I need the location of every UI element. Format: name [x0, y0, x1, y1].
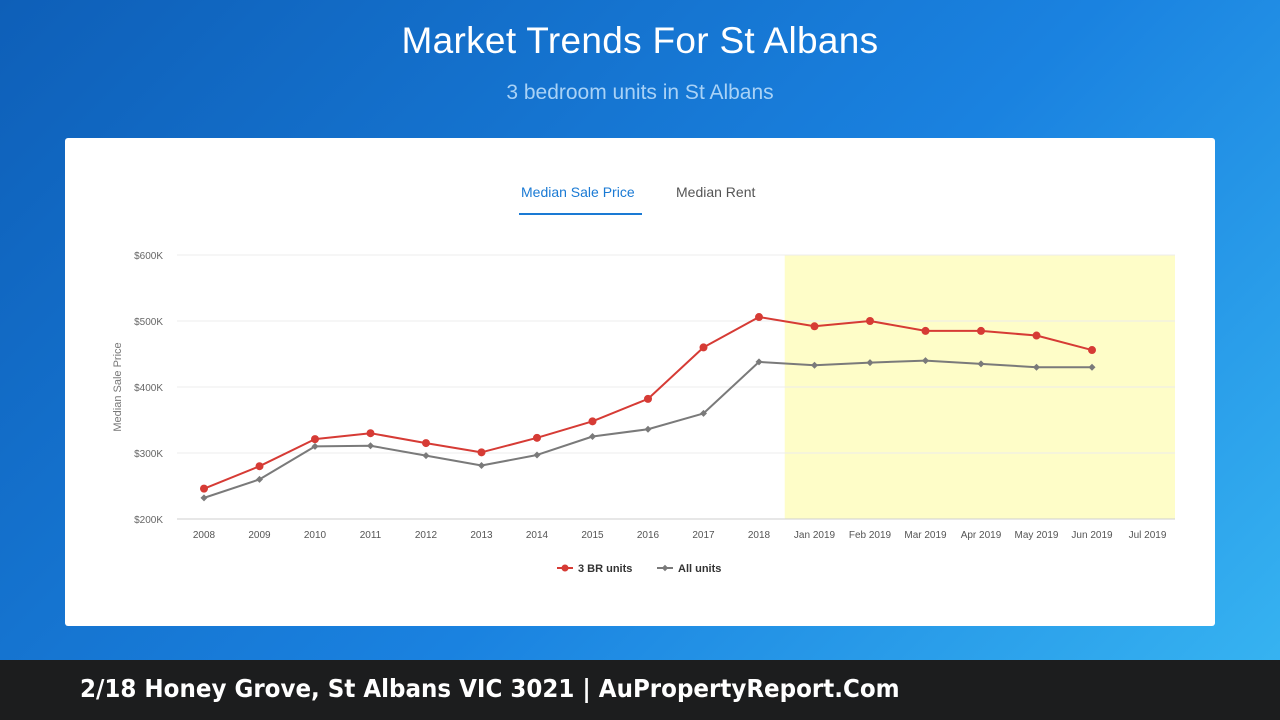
data-point — [588, 417, 597, 426]
y-axis-label: Median Sale Price — [112, 342, 124, 431]
y-tick-label: $500K — [134, 317, 163, 328]
data-point — [922, 357, 929, 365]
legend-marker — [561, 564, 569, 572]
data-point — [1088, 346, 1096, 355]
data-point — [200, 484, 208, 493]
x-tick-label: 2016 — [637, 530, 660, 541]
x-tick-label: 2009 — [248, 530, 271, 541]
x-tick-label: 2012 — [415, 530, 438, 541]
data-point — [311, 442, 319, 450]
data-point — [921, 326, 930, 335]
x-tick-label: 2011 — [360, 530, 382, 541]
legend-label: 3 BR units — [578, 563, 632, 575]
x-tick-label: 2015 — [581, 530, 604, 541]
line-chart: $200K $300K $400K $500K $600K 2008 2009 2010 201… — [112, 251, 1175, 575]
data-point — [811, 361, 818, 369]
legend-marker — [661, 564, 669, 572]
data-point — [256, 475, 263, 483]
data-point — [1088, 363, 1096, 371]
data-point — [866, 317, 874, 325]
x-tick-label: Jan 2019 — [794, 530, 836, 541]
footer-address: 2/18 Honey Grove, St Albans VIC 3021 | A… — [80, 674, 900, 703]
tab-median-rent[interactable]: Median Rent — [676, 184, 756, 200]
data-point — [366, 429, 375, 438]
x-tick-label: 2013 — [470, 530, 493, 541]
x-tick-label: 2014 — [526, 530, 549, 541]
x-tick-label: Apr 2019 — [961, 530, 1002, 541]
x-tick-label: 2018 — [748, 530, 771, 541]
page-title: Market Trends For St Albans — [401, 20, 879, 61]
data-point — [644, 425, 652, 433]
x-tick-label: 2008 — [193, 530, 216, 541]
data-point — [589, 433, 596, 440]
tab-median-sale-price[interactable]: Median Sale Price — [521, 184, 635, 200]
data-point — [477, 448, 486, 457]
data-point — [644, 394, 652, 403]
data-point — [810, 322, 819, 331]
legend-label: All units — [678, 563, 721, 575]
y-tick-label: $200K — [134, 515, 163, 526]
x-tick-label: 2017 — [692, 530, 715, 541]
data-point — [1033, 363, 1040, 371]
data-point — [533, 433, 541, 442]
y-tick-label: $400K — [134, 383, 163, 394]
data-point — [700, 409, 707, 417]
data-point — [367, 442, 374, 450]
y-tick-label: $300K — [134, 449, 163, 460]
y-tick-label: $600K — [134, 251, 163, 262]
x-tick-label: Mar 2019 — [904, 530, 947, 541]
data-point — [422, 439, 430, 448]
data-point — [422, 452, 430, 460]
x-tick-label: 2010 — [304, 530, 327, 541]
data-point — [699, 343, 708, 352]
active-tab-indicator — [519, 213, 642, 215]
data-point — [311, 435, 319, 444]
data-point — [1032, 331, 1041, 340]
x-tick-label: Feb 2019 — [849, 530, 892, 541]
data-point — [755, 358, 763, 366]
data-point — [533, 451, 541, 459]
data-point — [255, 462, 264, 471]
data-point — [977, 360, 985, 368]
x-tick-label: Jun 2019 — [1071, 530, 1113, 541]
x-tick-label: Jul 2019 — [1129, 530, 1167, 541]
data-point — [866, 359, 874, 367]
footer-bar: 2/18 Honey Grove, St Albans VIC 3021 | A… — [0, 660, 1280, 720]
data-point — [200, 494, 208, 502]
page-subtitle: 3 bedroom units in St Albans — [506, 81, 774, 104]
chart-card: Median Sale Price Median Rent $200K $300K… — [65, 138, 1215, 626]
x-tick-label: May 2019 — [1015, 530, 1059, 541]
data-point — [755, 313, 763, 322]
data-point — [478, 462, 485, 470]
data-point — [977, 326, 985, 335]
